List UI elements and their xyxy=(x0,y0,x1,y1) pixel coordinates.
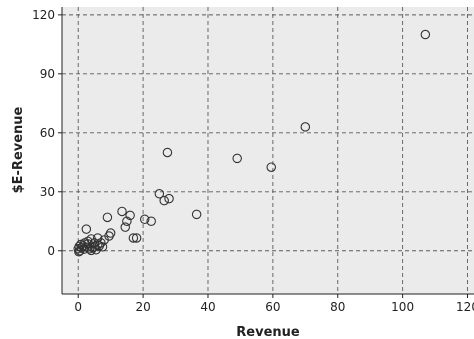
data-point xyxy=(97,242,108,252)
y-tick-label: 90 xyxy=(40,67,55,81)
data-point xyxy=(125,210,135,221)
data-point xyxy=(162,147,173,158)
data-point xyxy=(81,224,92,234)
y-tick-label: 30 xyxy=(40,185,55,199)
y-tick-label: 60 xyxy=(40,126,55,140)
data-point xyxy=(120,222,131,232)
data-point xyxy=(131,233,142,243)
data-point xyxy=(154,188,165,199)
x-tick-label: 0 xyxy=(74,300,82,314)
x-tick-label: 20 xyxy=(135,300,150,314)
x-tick-label: 100 xyxy=(391,300,414,314)
data-point xyxy=(139,214,150,225)
plot-area xyxy=(62,7,474,294)
x-tick-label: 40 xyxy=(200,300,215,314)
x-tick-label: 120 xyxy=(456,300,474,314)
axes xyxy=(58,7,474,298)
data-point xyxy=(300,122,311,132)
data-point xyxy=(122,216,132,227)
data-point xyxy=(117,206,127,217)
x-axis-title: Revenue xyxy=(236,325,300,339)
data-point xyxy=(164,193,174,204)
grid-lines xyxy=(62,7,474,294)
data-point xyxy=(159,195,169,206)
y-tick-label: 120 xyxy=(32,8,55,22)
data-point xyxy=(92,233,103,243)
x-tick-label: 80 xyxy=(330,300,345,314)
data-point xyxy=(89,238,100,248)
data-point xyxy=(232,153,242,164)
x-tick-label: 60 xyxy=(265,300,280,314)
data-point xyxy=(191,209,202,220)
data-point xyxy=(75,246,85,256)
data-point xyxy=(146,216,156,227)
data-point xyxy=(74,241,84,252)
y-axis-title: $E-Revenue xyxy=(11,106,26,193)
data-point xyxy=(83,236,93,247)
data-point xyxy=(420,29,431,40)
data-points xyxy=(73,29,431,257)
data-point xyxy=(99,235,109,245)
data-point xyxy=(102,212,113,223)
data-point xyxy=(266,162,276,172)
tick-labels: 0 20 40 60 80 100 120 0 30 60 90 120 xyxy=(32,8,474,314)
y-tick-label: 0 xyxy=(47,244,55,258)
data-point xyxy=(128,233,139,243)
